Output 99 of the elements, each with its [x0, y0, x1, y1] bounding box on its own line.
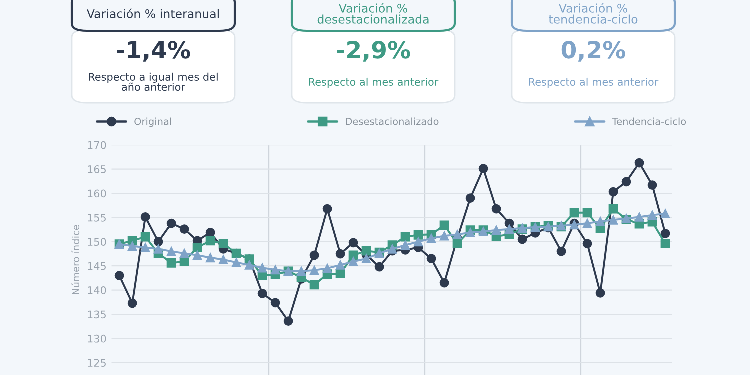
- point: [336, 249, 346, 259]
- point: [192, 250, 202, 260]
- y-tick-label: 150: [88, 238, 106, 246]
- point: [582, 208, 592, 218]
- point: [492, 226, 502, 235]
- point: [322, 264, 332, 274]
- point: [206, 228, 216, 238]
- point: [114, 271, 124, 280]
- point: [400, 232, 410, 242]
- text: Variación % tendencia-ciclo: [548, 3, 638, 24]
- point: [310, 266, 320, 276]
- point: [414, 237, 424, 247]
- point: [218, 239, 228, 249]
- point: [270, 298, 280, 308]
- point: [452, 239, 462, 249]
- point: [348, 238, 358, 248]
- point: [296, 266, 306, 276]
- point: [582, 218, 592, 228]
- point: [400, 240, 410, 250]
- point: [478, 164, 488, 174]
- point: [166, 246, 176, 256]
- y-tick-label: 155: [88, 214, 106, 222]
- point: [166, 258, 176, 268]
- point: [570, 208, 580, 218]
- point: [362, 254, 372, 264]
- point: [492, 204, 502, 214]
- point: [140, 232, 150, 242]
- point: [270, 265, 280, 275]
- text: Variación % interanual: [87, 8, 219, 18]
- y-tick-label: 140: [88, 286, 106, 294]
- point: [608, 215, 618, 225]
- point: [660, 209, 670, 219]
- point: [140, 243, 150, 252]
- point: [154, 244, 164, 254]
- point: [608, 204, 618, 214]
- point: [322, 204, 332, 214]
- point: [244, 260, 254, 270]
- point: [440, 220, 450, 230]
- text: -2,9%: [337, 40, 410, 62]
- point: [128, 298, 138, 308]
- point: [166, 218, 176, 228]
- point: [140, 212, 150, 222]
- y-tick-label: 170: [88, 141, 106, 150]
- point: [258, 289, 268, 298]
- point: [206, 236, 216, 246]
- point: [660, 239, 670, 249]
- point: [660, 229, 670, 238]
- point: [284, 316, 294, 326]
- point: [362, 246, 372, 256]
- point: [374, 262, 384, 272]
- text: Respecto a igual mes del año anterior: [89, 72, 218, 92]
- point: [648, 180, 658, 190]
- point: [596, 288, 606, 298]
- point: [556, 246, 566, 256]
- point: [648, 210, 658, 220]
- point: [414, 230, 424, 240]
- point: [582, 239, 592, 249]
- point: [154, 237, 164, 247]
- point: [348, 257, 358, 266]
- point: [310, 280, 320, 290]
- point: [426, 234, 436, 244]
- text: Variación % desestacionalizada: [318, 3, 429, 24]
- point: [310, 250, 320, 260]
- point: [518, 234, 528, 244]
- point: [180, 224, 190, 234]
- y-tick-label: 165: [88, 166, 106, 174]
- point: [608, 187, 618, 197]
- point: [440, 231, 450, 241]
- point: [258, 263, 268, 273]
- point: [504, 224, 514, 234]
- point: [128, 242, 138, 251]
- point: [426, 254, 436, 264]
- y-tick-label: 135: [88, 310, 106, 319]
- legend-label: Original: [134, 118, 172, 128]
- point: [232, 258, 242, 268]
- point: [440, 278, 450, 288]
- point: [596, 216, 606, 226]
- point: [466, 228, 476, 238]
- text: -1,4%: [117, 40, 190, 62]
- legend-label: Tendencia-ciclo: [612, 118, 686, 126]
- point: [634, 158, 644, 168]
- point: [218, 255, 228, 265]
- point: [206, 253, 216, 263]
- point: [622, 177, 632, 187]
- text: Respecto al mes anterior: [309, 78, 439, 88]
- point: [634, 212, 644, 222]
- y-axis-title: Número índice: [72, 225, 80, 294]
- point: [192, 243, 202, 252]
- text: Respecto al mes anterior: [529, 78, 659, 88]
- point: [452, 230, 462, 240]
- point: [466, 194, 476, 204]
- point: [336, 260, 346, 270]
- y-tick-label: 160: [88, 190, 106, 198]
- y-tick-label: 125: [88, 359, 106, 368]
- point: [180, 248, 190, 258]
- y-tick-label: 145: [88, 262, 106, 270]
- text: 0,2%: [562, 40, 626, 62]
- y-tick-label: 130: [88, 334, 106, 343]
- legend-label: Desestacionalizado: [346, 118, 439, 126]
